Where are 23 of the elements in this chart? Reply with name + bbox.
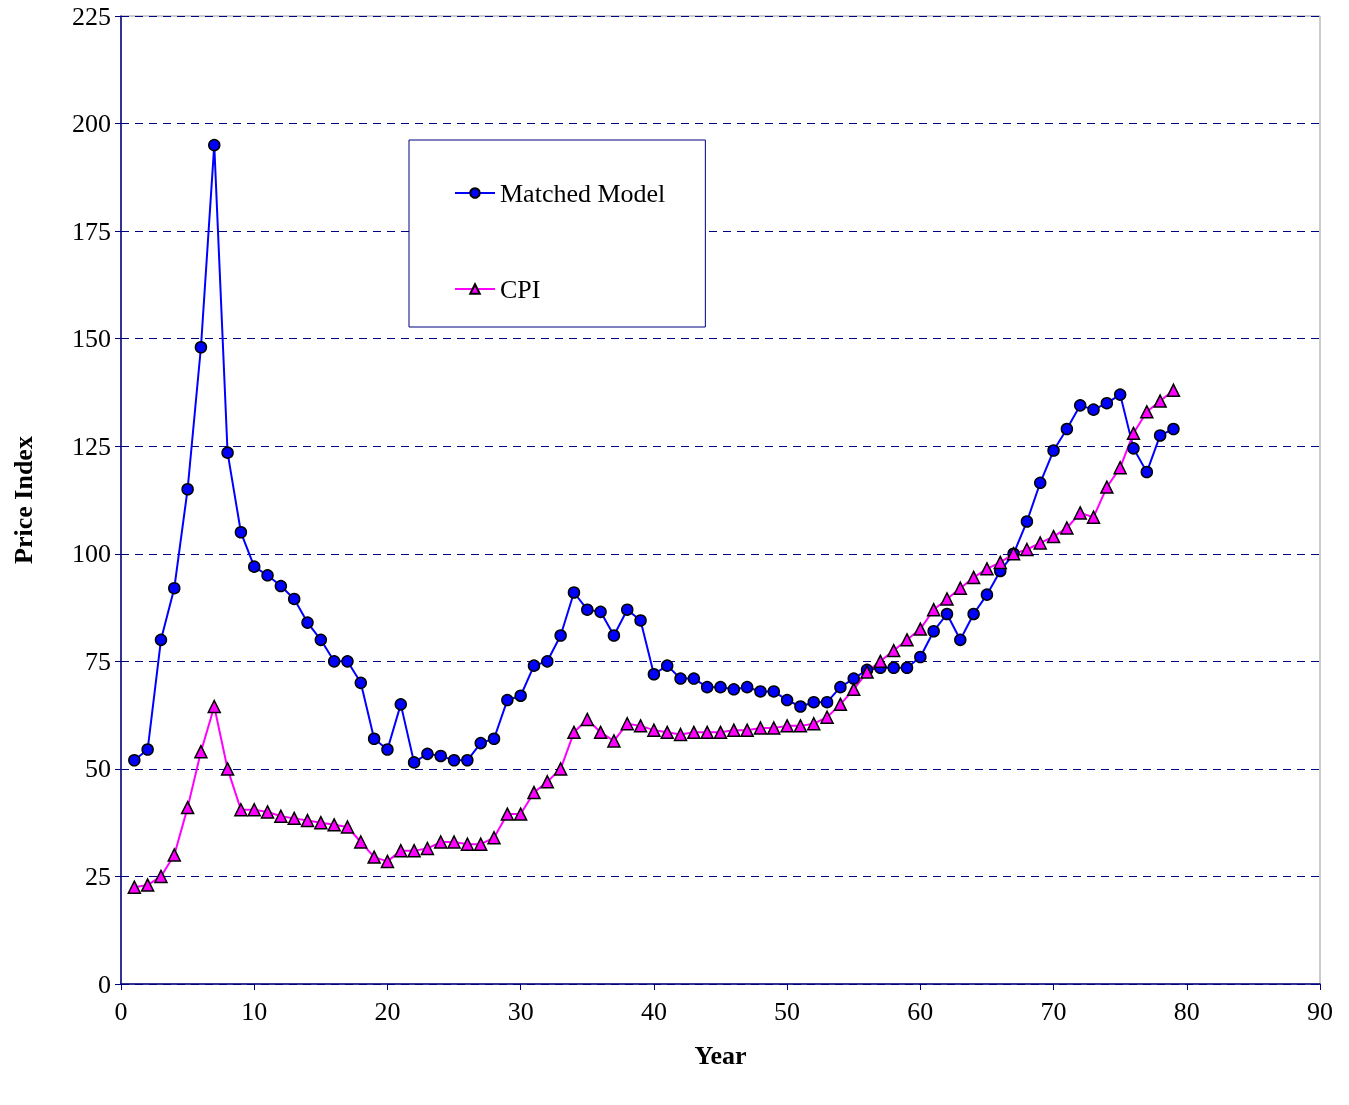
y-tick-label: 75 <box>85 646 111 676</box>
y-tick-label: 0 <box>98 969 111 999</box>
x-axis-title: Year <box>694 1040 747 1070</box>
y-tick-label: 25 <box>85 861 111 891</box>
x-tick-label: 40 <box>640 996 667 1026</box>
x-tick-label: 70 <box>1040 996 1067 1026</box>
legend-label: CPI <box>500 274 541 304</box>
x-tick-label: 50 <box>774 996 801 1026</box>
y-tick-label: 125 <box>72 431 111 461</box>
y-tick-label: 150 <box>72 324 111 354</box>
x-tick-label: 20 <box>374 996 401 1026</box>
y-tick-label: 175 <box>72 216 111 246</box>
y-tick-label: 200 <box>72 109 111 139</box>
y-tick-label: 50 <box>85 754 111 784</box>
x-tick-label: 90 <box>1307 996 1333 1026</box>
y-tick-label: 225 <box>72 1 111 31</box>
x-tick-label: 60 <box>907 996 934 1026</box>
y-axis-title: Price Index <box>8 436 38 564</box>
x-tick-label: 30 <box>507 996 534 1026</box>
x-tick-label: 80 <box>1173 996 1200 1026</box>
legend-label: Matched Model <box>500 178 666 208</box>
x-tick-label: 10 <box>241 996 268 1026</box>
y-tick-label: 100 <box>72 539 111 569</box>
